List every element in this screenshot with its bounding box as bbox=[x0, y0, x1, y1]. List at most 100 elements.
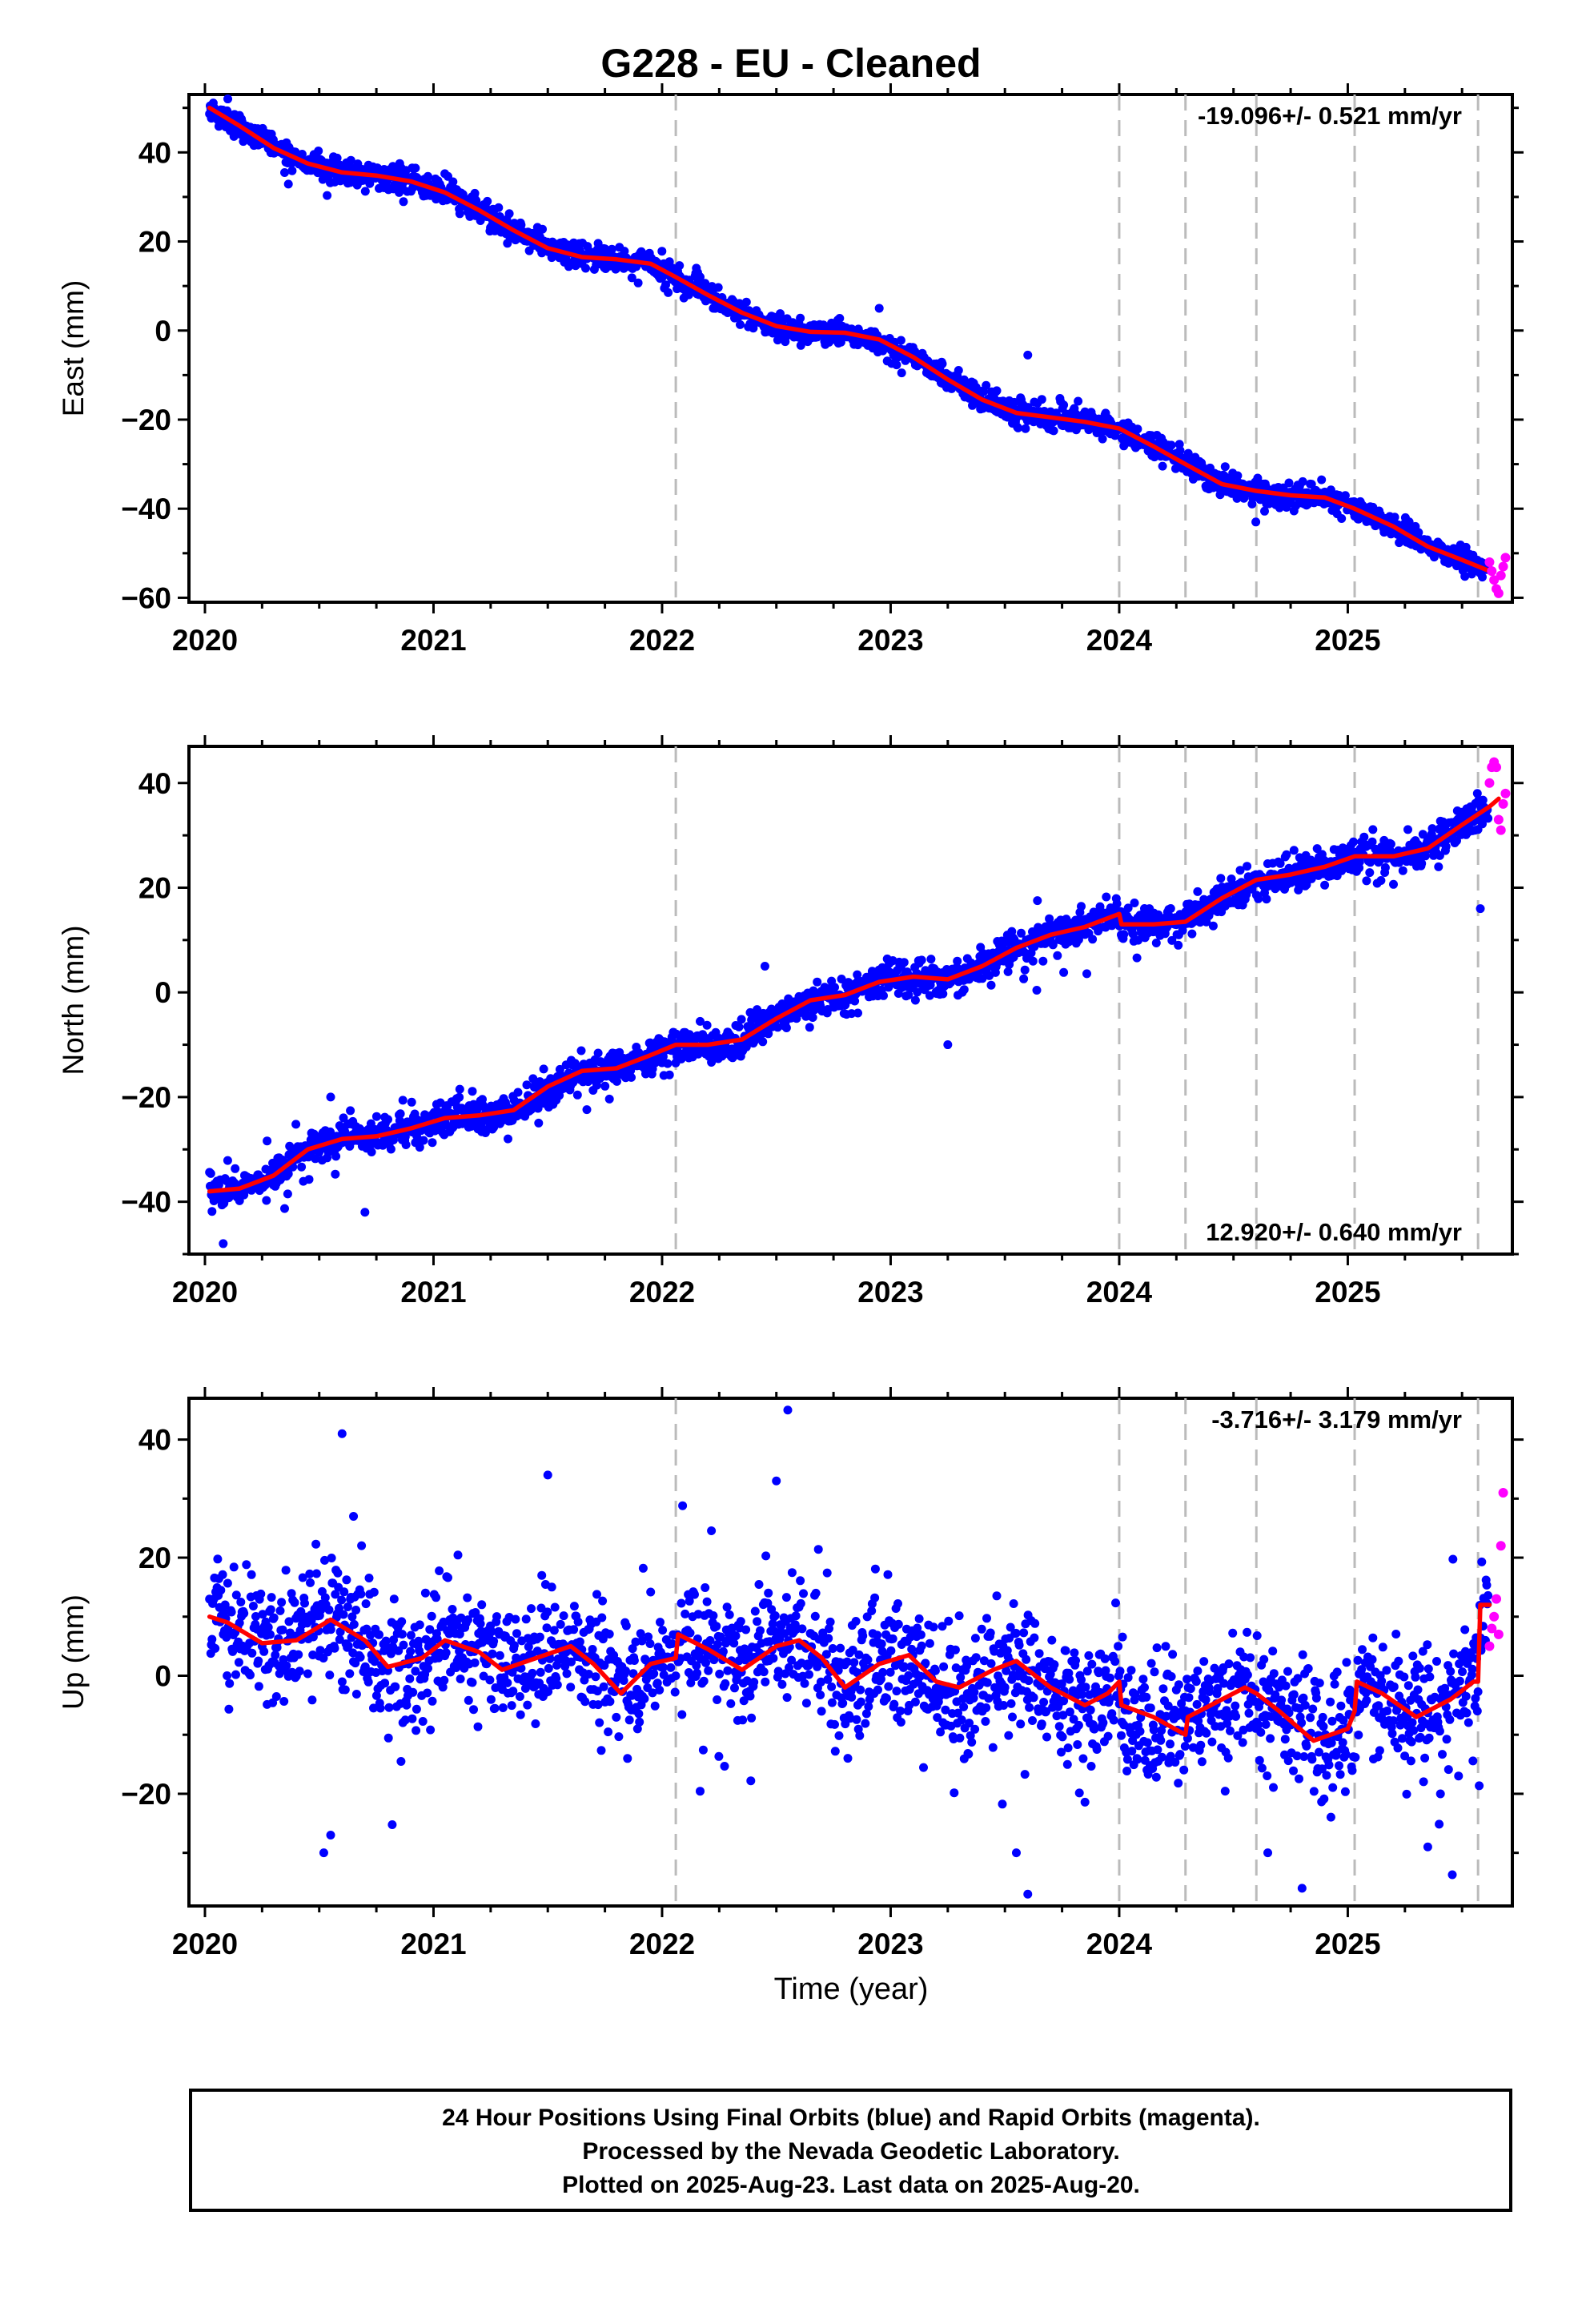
up-data-point bbox=[489, 1636, 499, 1646]
up-data-point bbox=[671, 1671, 681, 1681]
east-data-point bbox=[1166, 440, 1176, 450]
north-data-point bbox=[702, 1020, 712, 1030]
east-x-tick-label: 2024 bbox=[1086, 624, 1153, 657]
up-data-point bbox=[527, 1604, 536, 1614]
east-data-point bbox=[1059, 400, 1069, 410]
north-data-point bbox=[1312, 844, 1322, 854]
up-data-point bbox=[380, 1679, 390, 1688]
up-data-point bbox=[386, 1649, 396, 1659]
north-data-point bbox=[1033, 896, 1042, 906]
up-data-point bbox=[271, 1692, 281, 1701]
east-data-point bbox=[713, 283, 723, 292]
up-data-point bbox=[573, 1617, 583, 1626]
north-data-point bbox=[764, 1029, 773, 1039]
up-data-point bbox=[286, 1628, 295, 1638]
east-data-point bbox=[360, 187, 370, 196]
east-data-point bbox=[1478, 573, 1487, 582]
north-data-point bbox=[986, 980, 996, 990]
north-data-point bbox=[805, 1023, 814, 1032]
up-data-point bbox=[263, 1622, 273, 1632]
north-data-point bbox=[837, 975, 846, 983]
up-data-point bbox=[394, 1646, 404, 1655]
up-data-point bbox=[295, 1667, 304, 1676]
up-data-point bbox=[605, 1697, 615, 1707]
up-data-point bbox=[351, 1659, 360, 1668]
north-data-point bbox=[1368, 825, 1378, 834]
north-data-point bbox=[1367, 837, 1377, 846]
north-data-point bbox=[1102, 892, 1111, 902]
up-data-point bbox=[498, 1703, 508, 1712]
north-data-point bbox=[278, 1156, 287, 1164]
up-data-point bbox=[218, 1570, 227, 1579]
up-data-point bbox=[213, 1554, 223, 1564]
up-data-point bbox=[508, 1687, 518, 1696]
north-data-point bbox=[283, 1169, 293, 1179]
north-data-point bbox=[207, 1207, 217, 1216]
north-data-point bbox=[737, 1015, 746, 1024]
east-data-point bbox=[1220, 462, 1230, 472]
up-data-point bbox=[408, 1687, 418, 1697]
up-data-point bbox=[335, 1603, 343, 1613]
up-data-point bbox=[231, 1590, 241, 1600]
up-data-point bbox=[632, 1724, 642, 1734]
east-data-point bbox=[1158, 461, 1167, 471]
up-data-point bbox=[267, 1593, 276, 1602]
up-data-point bbox=[335, 1627, 345, 1637]
north-data-point bbox=[455, 1084, 464, 1094]
east-data-point bbox=[323, 191, 332, 200]
north-data-point bbox=[1151, 939, 1161, 947]
up-data-point bbox=[559, 1611, 568, 1621]
up-data-point bbox=[387, 1820, 397, 1829]
east-data-point bbox=[874, 304, 884, 313]
up-data-point bbox=[271, 1651, 280, 1660]
panels-layer: 2020 2021 2022 2023 2024 2025−60−40−200204020… bbox=[121, 83, 1524, 1960]
up-data-point bbox=[507, 1701, 516, 1711]
up-data-point bbox=[644, 1632, 653, 1642]
north-y-tick-label: −20 bbox=[121, 1081, 171, 1114]
up-data-point bbox=[619, 1676, 628, 1685]
north-data-point bbox=[1478, 795, 1488, 805]
up-data-point bbox=[624, 1715, 634, 1725]
up-data-point bbox=[320, 1555, 329, 1565]
up-data-point bbox=[349, 1619, 359, 1629]
east-data-point bbox=[1307, 480, 1316, 489]
north-data-point bbox=[910, 995, 920, 1005]
up-data-point bbox=[440, 1675, 449, 1685]
up-data-point bbox=[412, 1704, 421, 1714]
up-data-point bbox=[667, 1639, 677, 1648]
east-data-point bbox=[1049, 426, 1058, 436]
up-data-point bbox=[712, 1622, 721, 1631]
up-data-point bbox=[428, 1696, 437, 1706]
east-y-tick-label: −40 bbox=[121, 493, 171, 525]
east-data-point bbox=[538, 224, 547, 234]
up-data-point bbox=[220, 1600, 230, 1610]
up-data-point bbox=[637, 1636, 647, 1646]
east-rapid-orbit-point bbox=[1484, 557, 1495, 567]
north-data-point bbox=[1208, 921, 1218, 931]
up-data-point bbox=[512, 1629, 521, 1638]
up-data-point bbox=[681, 1609, 690, 1618]
north-data-point bbox=[1082, 969, 1091, 979]
north-data-point bbox=[1123, 903, 1133, 913]
up-data-point bbox=[709, 1611, 718, 1620]
north-data-point bbox=[1193, 887, 1203, 896]
east-data-point bbox=[657, 247, 667, 256]
north-data-point bbox=[513, 1088, 523, 1097]
up-x-tick-label: 2020 bbox=[172, 1928, 238, 1960]
up-data-point bbox=[464, 1615, 472, 1625]
up-data-point bbox=[357, 1541, 367, 1550]
up-data-point bbox=[337, 1677, 347, 1687]
north-data-point bbox=[1038, 956, 1048, 966]
up-data-point bbox=[536, 1667, 545, 1677]
east-data-point bbox=[992, 386, 1002, 396]
north-data-point bbox=[1349, 837, 1358, 846]
up-data-point bbox=[351, 1690, 361, 1699]
up-data-point bbox=[656, 1618, 665, 1627]
up-data-point bbox=[335, 1634, 344, 1644]
east-data-point bbox=[896, 336, 905, 345]
north-data-point bbox=[386, 1144, 396, 1154]
up-data-point bbox=[566, 1683, 576, 1692]
up-data-point bbox=[405, 1674, 415, 1683]
east-data-point bbox=[633, 278, 643, 287]
up-data-point bbox=[441, 1648, 451, 1658]
